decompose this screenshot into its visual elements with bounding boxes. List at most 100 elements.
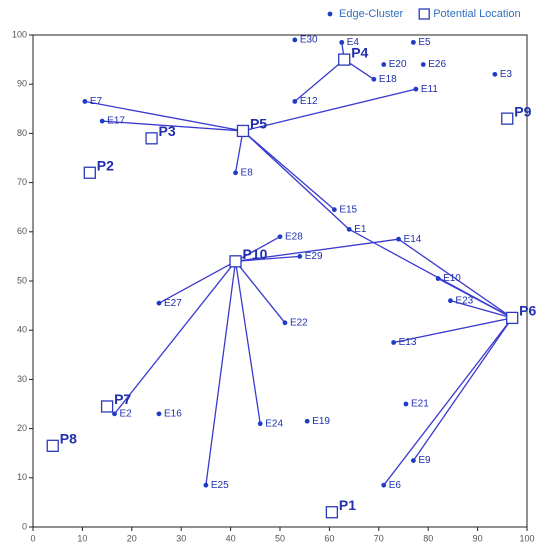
cluster-label: E7 (90, 96, 103, 107)
cluster-point (371, 76, 377, 82)
cluster-point (435, 276, 441, 281)
cluster-point (82, 99, 88, 104)
location-marker (100, 400, 114, 413)
cluster-point (292, 37, 298, 43)
x-tick-label: 100 (519, 533, 534, 543)
location-label: P6 (519, 303, 536, 319)
y-tick-label: 0 (22, 521, 27, 531)
location-marker (338, 53, 351, 66)
y-tick-label: 60 (17, 226, 27, 236)
y-tick-label: 100 (12, 29, 27, 39)
cluster-label: E22 (290, 317, 308, 328)
location-marker (501, 112, 514, 125)
y-tick-label: 40 (17, 325, 27, 335)
y-tick-label: 70 (17, 177, 27, 187)
cluster-label: E30 (300, 35, 318, 46)
cluster-label: E19 (312, 416, 330, 427)
cluster-point (331, 207, 337, 213)
location-marker (229, 255, 242, 268)
cluster-label: E15 (339, 204, 357, 215)
cluster-label: E12 (300, 96, 318, 107)
x-tick-label: 10 (77, 533, 87, 543)
legend-label: Edge-Cluster (339, 8, 404, 20)
location-label: P8 (60, 431, 77, 447)
cluster-point (410, 39, 416, 45)
cluster-label: E20 (389, 59, 407, 70)
cluster-point (203, 482, 209, 488)
cluster-point (297, 254, 303, 259)
link (412, 317, 513, 461)
link (294, 59, 345, 102)
y-tick-label: 80 (17, 128, 27, 138)
x-tick-label: 20 (127, 533, 137, 543)
cluster-point (403, 401, 409, 407)
link (235, 238, 399, 262)
y-tick-label: 10 (17, 472, 27, 482)
link (398, 238, 513, 319)
cluster-point (413, 86, 419, 92)
y-tick-label: 20 (17, 423, 27, 433)
cluster-point (346, 226, 352, 232)
link (205, 261, 237, 486)
x-tick-label: 30 (176, 533, 186, 543)
cluster-label: E26 (428, 59, 446, 70)
link (158, 260, 236, 304)
cluster-point (396, 236, 401, 242)
cluster-point (282, 320, 288, 326)
link (235, 236, 281, 262)
cluster-label: E23 (455, 295, 473, 306)
x-tick-label: 90 (473, 533, 483, 543)
location-marker (145, 132, 158, 145)
cluster-point (304, 418, 310, 424)
y-tick-label: 90 (17, 79, 27, 89)
legend: Edge-Cluster Potential Location (327, 8, 521, 20)
cluster-label: E25 (211, 480, 229, 491)
link (450, 300, 513, 319)
links (84, 42, 513, 486)
y-tick-label: 50 (17, 275, 27, 285)
cluster-label: E24 (265, 418, 283, 429)
location-label: P3 (159, 123, 176, 139)
location-marker (506, 311, 519, 325)
cluster-point (492, 71, 498, 77)
cluster-point (233, 170, 238, 176)
location-marker (83, 166, 96, 179)
cluster-point (277, 234, 283, 240)
x-tick-label: 70 (374, 533, 384, 543)
cluster-label: E1 (354, 224, 367, 235)
location-label: P1 (339, 497, 356, 513)
location-label: P9 (514, 103, 531, 119)
cluster-label: E17 (107, 116, 125, 127)
cluster-label: E2 (120, 408, 133, 419)
y-tick-label: 30 (17, 374, 27, 384)
cluster-point (381, 62, 387, 67)
cluster-label: E3 (500, 69, 513, 80)
link (114, 260, 237, 415)
legend-marker (327, 11, 333, 17)
cluster-label: E21 (411, 399, 429, 410)
location-label: P2 (97, 157, 114, 173)
location-label: P10 (243, 246, 268, 262)
cluster-label: E28 (285, 231, 303, 242)
link (234, 130, 244, 173)
link (102, 120, 243, 132)
cluster-label: E4 (347, 37, 360, 48)
link (84, 100, 244, 132)
legend-label: Potential Location (433, 8, 520, 20)
x-tick-label: 0 (30, 533, 35, 543)
location-label: P7 (114, 391, 131, 407)
link (393, 317, 513, 344)
cluster-label: E29 (305, 251, 323, 262)
cluster-label: E6 (389, 480, 402, 491)
cluster-point (156, 300, 162, 306)
cluster-point (391, 340, 397, 345)
x-tick-label: 40 (226, 533, 236, 543)
link (235, 260, 286, 324)
link (242, 88, 417, 132)
cluster-point (448, 298, 453, 304)
cluster-label: E5 (418, 37, 431, 48)
cluster-point (99, 118, 105, 124)
cluster-label: E8 (241, 167, 254, 178)
